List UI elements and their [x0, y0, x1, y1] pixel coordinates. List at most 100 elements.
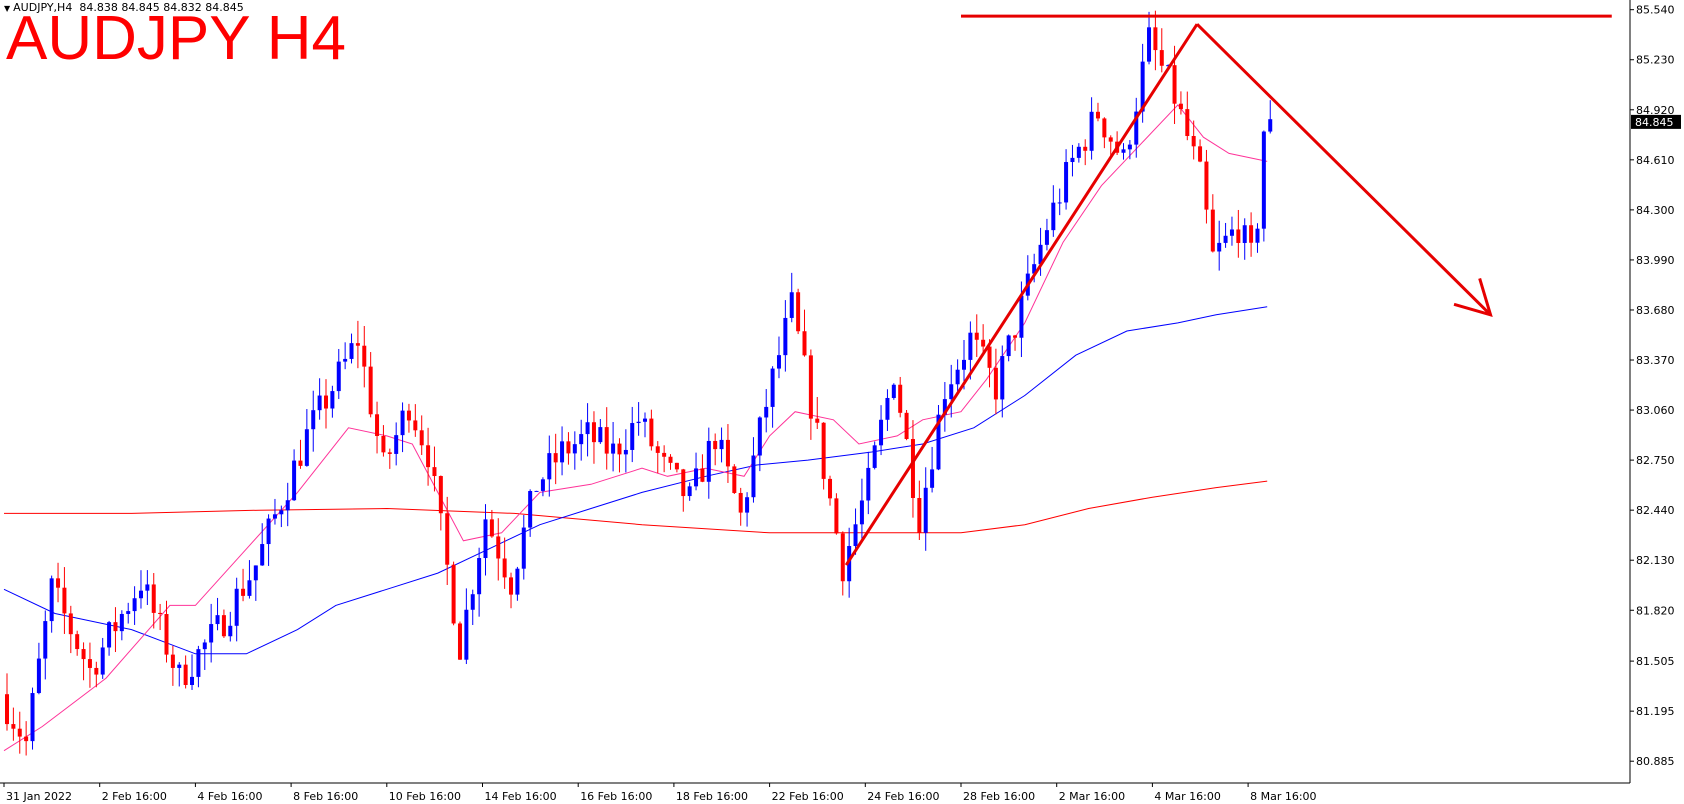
candle-bull: [872, 445, 877, 468]
candle-bear: [917, 497, 922, 533]
candle-bull: [202, 642, 207, 650]
candle-bull: [745, 497, 750, 513]
candle-bull: [630, 423, 635, 450]
candle-bear: [368, 366, 373, 415]
candle-bear: [1095, 111, 1100, 119]
candle-bear: [974, 332, 979, 340]
candle-bull: [521, 527, 526, 569]
candle-bull: [949, 384, 954, 400]
price-axis: 85.540 85.230 84.920 84.610 84.300 83.990 83.6…: [1630, 4, 1681, 768]
candle-bull: [253, 565, 258, 581]
candle-bull: [706, 440, 711, 482]
candle-bull: [132, 598, 137, 612]
candle-bull: [515, 568, 520, 595]
candle-bull: [1076, 146, 1081, 158]
candle-bull: [1140, 61, 1145, 112]
candle-bear: [355, 343, 360, 346]
time-tick-label: 8 Mar 16:00: [1250, 790, 1316, 803]
candle-bear: [649, 418, 654, 447]
candle-bull: [1268, 119, 1273, 132]
candle-bear: [1210, 209, 1215, 252]
candle-bear: [75, 634, 80, 650]
candle-bear: [81, 649, 86, 660]
candle-bear: [87, 659, 92, 668]
candle-bull: [770, 368, 775, 407]
candle-bear: [662, 452, 667, 457]
candle-bull: [247, 580, 252, 596]
time-tick-label: 8 Feb 16:00: [293, 790, 358, 803]
candle-bear: [553, 453, 558, 463]
candle-bear: [681, 469, 686, 497]
candle-bull: [1000, 356, 1005, 400]
candle-bull: [585, 422, 590, 435]
candle-bear: [426, 445, 431, 468]
candle-bear: [324, 395, 328, 409]
chart-title: AUDJPY H4: [6, 4, 346, 73]
candle-bear: [381, 435, 386, 453]
candle-bull: [1006, 335, 1011, 357]
candle-bear: [151, 584, 156, 613]
down-arrow-head: [1453, 277, 1493, 318]
candle-bear: [298, 460, 303, 466]
candle-bear: [362, 345, 367, 367]
candle-bull: [751, 455, 756, 498]
current-price-tag: [1631, 114, 1681, 129]
candle-bear: [62, 587, 67, 614]
candle-bull: [196, 649, 201, 677]
price-tick-label: 82.130: [1636, 554, 1675, 567]
price-tick-label: 85.230: [1636, 54, 1675, 67]
candle-bull: [1044, 230, 1049, 245]
candle-bull: [477, 558, 482, 595]
price-tick-label: 84.610: [1636, 154, 1675, 167]
candle-bull: [528, 491, 533, 528]
candle-bull: [962, 359, 966, 370]
menu-triangle-icon[interactable]: ▼: [4, 4, 11, 13]
candle-bear: [834, 498, 839, 534]
candle-bull: [1089, 111, 1094, 151]
candle-bull: [719, 439, 724, 450]
candle-bear: [438, 476, 443, 514]
current-price-label: 84.845: [1635, 116, 1674, 129]
candle-bear: [509, 577, 514, 595]
price-tick-label: 81.195: [1636, 705, 1675, 718]
candle-bear: [840, 533, 845, 582]
candle-bull: [968, 332, 973, 360]
candle-bear: [502, 558, 507, 578]
candle-bear: [1108, 137, 1113, 142]
candle-bear: [904, 412, 909, 439]
candle-bull: [138, 590, 143, 599]
candle-bull: [279, 510, 284, 515]
candle-bull: [304, 429, 309, 466]
candle-bear: [68, 613, 73, 635]
candle-bear: [94, 667, 99, 675]
chart-header: ▼ AUDJPY,H4 84.838 84.845 84.832 84.845: [4, 1, 244, 14]
candle-bull: [955, 369, 960, 385]
price-tick-label: 85.540: [1636, 4, 1675, 17]
candle-bear: [164, 614, 169, 655]
time-tick-label: 2 Mar 16:00: [1059, 790, 1125, 803]
candle-bear: [56, 578, 61, 588]
price-tick-label: 81.505: [1636, 655, 1675, 668]
candle-bull: [30, 693, 35, 742]
candle-bear: [828, 478, 833, 499]
moving-averages: [3, 104, 1268, 752]
candle-bear: [158, 612, 163, 615]
candle-bear: [406, 410, 411, 421]
candle-bear: [451, 564, 456, 624]
candle-bull: [1057, 202, 1062, 204]
candle-bull: [891, 384, 896, 398]
candle-bull: [330, 391, 335, 409]
time-tick-label: 18 Feb 16:00: [676, 790, 748, 803]
candle-bull: [942, 399, 947, 415]
time-tick-label: 2 Feb 16:00: [102, 790, 167, 803]
candle-bull: [36, 658, 41, 694]
candle-bull: [234, 588, 239, 626]
candle-bull: [228, 625, 233, 637]
candle-bull: [266, 518, 271, 545]
candle-bull: [1121, 149, 1126, 153]
time-tick-label: 10 Feb 16:00: [389, 790, 461, 803]
ma-mid-line: [3, 306, 1268, 655]
time-tick-label: 16 Feb 16:00: [580, 790, 652, 803]
time-tick-label: 24 Feb 16:00: [867, 790, 939, 803]
